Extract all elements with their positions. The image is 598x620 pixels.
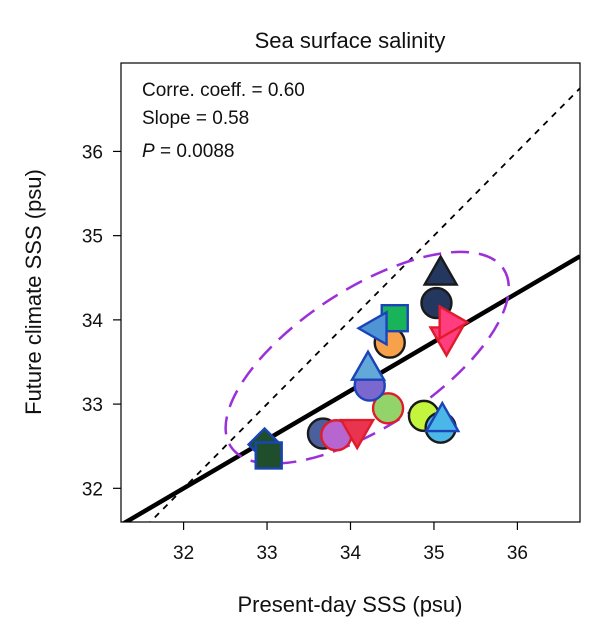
- plot-frame: [120, 62, 581, 523]
- y-tick-label: 33: [82, 395, 103, 416]
- y-tick-label: 35: [82, 227, 103, 248]
- confidence-ellipse: [224, 250, 511, 465]
- y-tick-label: 36: [82, 142, 103, 163]
- stat-p-number: = 0.0088: [155, 141, 235, 162]
- regression-line: [121, 254, 580, 522]
- y-tick-label: 32: [82, 479, 103, 500]
- stat-slope: Slope = 0.58: [142, 108, 249, 129]
- one-to-one-line: [148, 86, 580, 522]
- y-tick-label: 34: [82, 311, 104, 332]
- stat-p-value: P = 0.0088: [142, 141, 234, 162]
- x-axis-label: Present-day SSS (psu): [238, 592, 463, 617]
- data-point-triangle-up: [422, 254, 459, 286]
- data-point-square: [254, 441, 283, 470]
- data-point-triangle-up: [349, 349, 387, 381]
- y-axis-label: Future climate SSS (psu): [21, 169, 46, 415]
- x-tick-label: 34: [340, 543, 362, 564]
- x-tick-label: 32: [173, 543, 194, 564]
- x-tick-label: 36: [507, 543, 528, 564]
- chart-title: Sea surface salinity: [255, 28, 446, 53]
- stat-correlation: Corre. coeff. = 0.60: [142, 80, 305, 101]
- data-points: [246, 254, 471, 470]
- x-tick-label: 33: [256, 543, 277, 564]
- stat-p-symbol: P: [142, 141, 155, 162]
- data-point-triangle-left: [356, 310, 388, 347]
- y-axis-ticks: 32 33 34 35 36: [82, 142, 121, 500]
- data-point-circle: [371, 392, 405, 425]
- x-axis-ticks: 32 33 34 35 36: [173, 522, 528, 564]
- data-point-triangle-up: [424, 400, 461, 433]
- x-tick-label: 35: [423, 543, 444, 564]
- data-point-triangle-down: [339, 418, 376, 451]
- data-point-triangle-right: [438, 304, 471, 341]
